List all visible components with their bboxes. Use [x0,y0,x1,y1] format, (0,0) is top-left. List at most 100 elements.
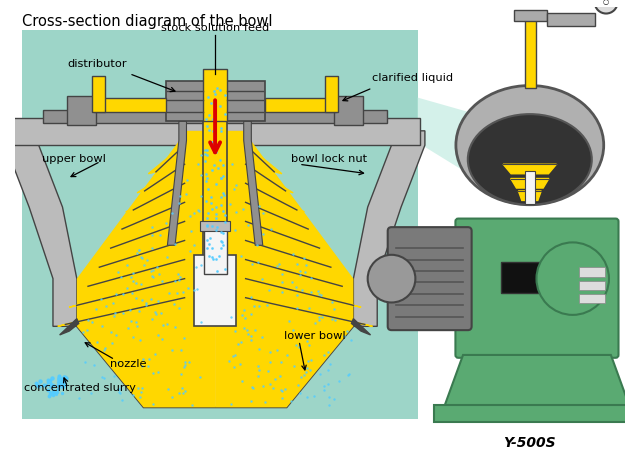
Point [74,394,84,401]
Point [280,385,290,392]
Point [106,328,116,336]
Polygon shape [125,183,184,212]
Point [271,347,282,354]
Point [147,272,157,279]
FancyBboxPatch shape [22,30,418,419]
Point [97,373,108,380]
Point [132,323,143,330]
Point [231,208,241,215]
Point [109,309,120,316]
Point [101,302,111,309]
Point [180,361,190,368]
Point [137,362,147,369]
Point [291,341,301,348]
Point [299,365,309,372]
Text: bowl lock nut: bowl lock nut [291,154,367,164]
Point [300,254,310,261]
Point [324,401,334,409]
Point [324,360,335,367]
Point [226,313,236,320]
FancyBboxPatch shape [265,99,336,112]
Ellipse shape [456,86,604,205]
Point [173,270,184,277]
Point [324,394,334,401]
Point [334,377,344,384]
FancyBboxPatch shape [579,294,605,303]
Point [143,362,153,369]
Point [294,344,304,351]
Point [277,271,287,278]
FancyBboxPatch shape [67,96,96,125]
Point [129,270,139,277]
Point [154,271,164,278]
Point [186,228,196,235]
Point [230,328,240,335]
Point [193,160,203,167]
Point [90,361,100,369]
Polygon shape [77,131,215,407]
Point [177,346,187,353]
Point [265,380,275,387]
FancyBboxPatch shape [324,76,338,112]
FancyBboxPatch shape [203,83,227,274]
Point [114,385,124,392]
Point [253,362,264,369]
Point [124,325,134,332]
Point [115,390,125,397]
Circle shape [536,243,609,315]
Point [158,321,168,328]
Text: concentrated slurry: concentrated slurry [24,383,136,393]
Point [257,230,268,237]
Point [262,301,272,308]
Point [252,241,262,248]
Point [250,326,260,333]
FancyBboxPatch shape [579,280,605,290]
Point [293,381,303,388]
Point [163,253,173,261]
Point [276,386,286,393]
Point [195,374,205,381]
Point [310,320,320,327]
Point [152,263,162,270]
Point [136,280,147,288]
Point [286,398,296,405]
FancyBboxPatch shape [525,12,536,88]
Point [289,363,299,370]
Point [260,398,270,405]
Point [301,261,311,269]
Point [264,287,275,294]
Point [302,365,312,372]
Point [186,401,196,409]
Circle shape [595,0,618,14]
Point [156,309,166,316]
Text: nozzle: nozzle [110,359,147,369]
Point [179,387,189,394]
Point [243,221,253,229]
Point [139,261,149,268]
Point [276,288,287,295]
Polygon shape [444,355,630,407]
Point [113,268,123,275]
Point [292,261,302,268]
Point [170,278,180,285]
Point [263,367,273,374]
Point [305,366,315,373]
Point [235,360,245,368]
Point [132,250,142,257]
Polygon shape [246,164,293,193]
FancyBboxPatch shape [94,99,166,112]
Point [135,337,145,344]
Point [86,389,97,396]
Point [138,355,148,362]
Point [330,317,340,324]
Point [118,309,128,316]
Polygon shape [244,122,263,245]
Point [174,304,184,311]
Point [141,299,151,306]
FancyBboxPatch shape [456,219,618,358]
Point [134,247,144,254]
Point [242,326,252,333]
Point [313,287,323,294]
Point [135,394,145,401]
Point [114,388,124,396]
